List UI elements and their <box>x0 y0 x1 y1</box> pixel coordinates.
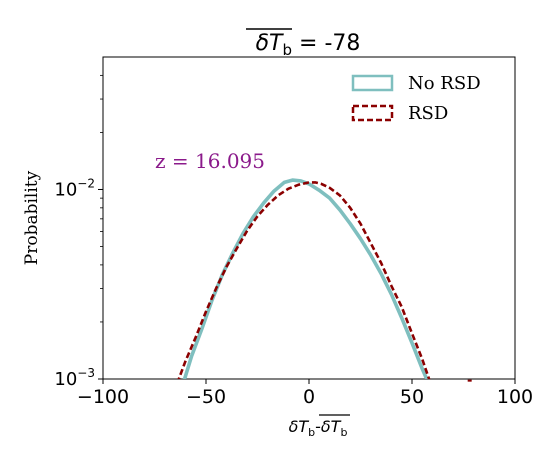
legend-label-no-rsd: No RSD <box>408 73 481 94</box>
y-axis-label: Probability <box>22 170 42 265</box>
x-label-subscript-b: b <box>340 426 347 439</box>
x-axis-label: δTb-δTb <box>289 417 348 439</box>
x-label-dash: - <box>315 417 321 436</box>
series-line-rsd <box>177 181 431 379</box>
series-group <box>177 178 431 379</box>
x-label-symbol-a: δT <box>289 417 310 436</box>
x-tick-label: 50 <box>400 386 424 408</box>
legend: No RSD RSD <box>351 73 481 124</box>
x-tick-label: 0 <box>303 386 315 408</box>
y-tick-label: 10−2 <box>54 176 95 200</box>
legend-swatch-rsd <box>351 104 394 122</box>
x-tick-label: −100 <box>77 386 129 408</box>
x-axis-ticks: −100 −50 0 50 100 <box>77 379 533 408</box>
y-axis-ticks: 10−3 10−2 <box>54 74 103 390</box>
redshift-annotation: z = 16.095 <box>155 149 265 173</box>
y-tick-label: 10−3 <box>54 366 95 390</box>
x-label-symbol-b: δT <box>321 417 342 436</box>
plot-frame <box>102 56 516 380</box>
legend-label-rsd: RSD <box>408 103 448 124</box>
x-label-subscript-a: b <box>308 426 315 439</box>
x-tick-label: 100 <box>497 386 533 408</box>
chart-title: δTb = -78 <box>256 31 361 59</box>
title-suffix: = -78 <box>292 31 360 56</box>
legend-swatch-no-rsd <box>351 74 394 92</box>
x-tick-label: −50 <box>186 386 226 408</box>
title-symbol: δT <box>256 31 284 56</box>
title-subscript: b <box>283 41 293 59</box>
